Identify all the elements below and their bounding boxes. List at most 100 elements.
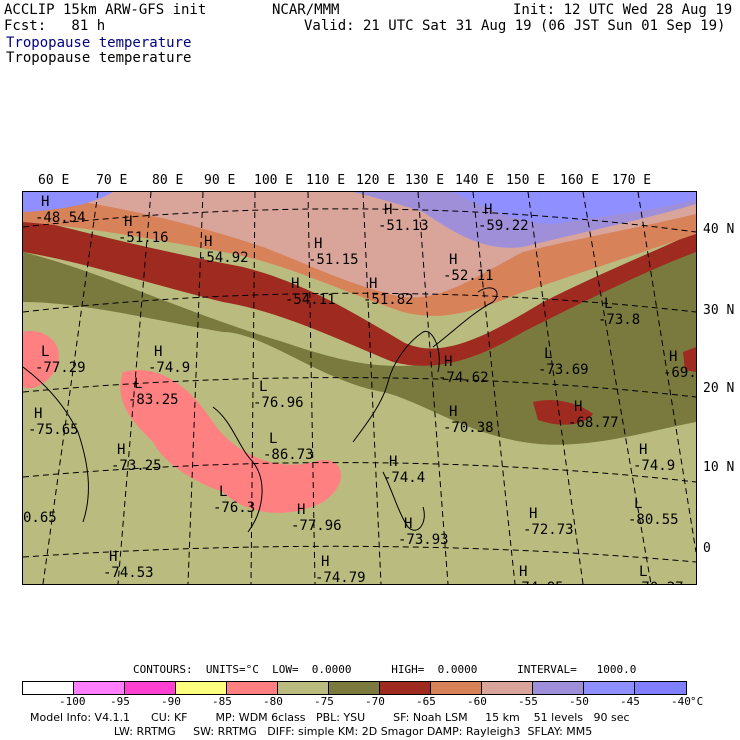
high-marker: H bbox=[574, 399, 582, 415]
latitude-label: 20 N bbox=[703, 381, 735, 396]
high-marker: H bbox=[449, 404, 457, 420]
low-marker: L bbox=[634, 496, 642, 512]
fill-minus65 bbox=[23, 217, 696, 366]
temperature-value: -77.96 bbox=[291, 518, 342, 534]
fill-minus80-indochina bbox=[120, 370, 342, 513]
high-marker: H bbox=[297, 502, 305, 518]
temperature-value: -59.22 bbox=[478, 218, 529, 234]
high-marker: H bbox=[529, 506, 537, 522]
temperature-value: -74.4 bbox=[383, 470, 425, 486]
temperature-value: -54.11 bbox=[285, 292, 336, 308]
low-marker: L bbox=[544, 346, 552, 362]
field-title-2: Tropopause temperature bbox=[6, 50, 192, 66]
legend-tick-label: -85 bbox=[212, 695, 232, 708]
high-marker: H bbox=[41, 194, 49, 210]
temperature-value: -74.53 bbox=[103, 565, 154, 581]
coastlines bbox=[23, 287, 498, 533]
low-marker: L bbox=[134, 376, 142, 392]
legend-swatch bbox=[125, 682, 176, 694]
high-marker: H bbox=[154, 344, 162, 360]
temperature-value: -74.62 bbox=[438, 370, 489, 386]
longitude-label: 70 E bbox=[96, 173, 128, 188]
low-marker: L bbox=[219, 484, 227, 500]
legend-swatch bbox=[74, 682, 125, 694]
legend-unit: °C bbox=[690, 695, 704, 708]
center-label: NCAR/MMM bbox=[272, 2, 340, 18]
high-marker: H bbox=[204, 234, 212, 250]
temperature-value: -70.27 bbox=[633, 580, 684, 584]
fill-minus70 bbox=[23, 242, 696, 445]
high-marker: H bbox=[291, 276, 299, 292]
high-marker: H bbox=[109, 549, 117, 565]
temperature-value: -51.13 bbox=[378, 218, 429, 234]
latitude-label: 10 N bbox=[703, 460, 735, 475]
legend-tick-label: -70 bbox=[365, 695, 385, 708]
longitude-label: 160 E bbox=[560, 173, 600, 188]
longitude-label: 100 E bbox=[254, 173, 294, 188]
high-marker: H bbox=[314, 236, 322, 252]
field-title-1: Tropopause temperature bbox=[6, 35, 192, 51]
legend-tick-label: -95 bbox=[110, 695, 130, 708]
latitude-label: 40 N bbox=[703, 222, 735, 237]
temperature-value: -75.65 bbox=[28, 422, 79, 438]
legend-swatch bbox=[176, 682, 227, 694]
longitude-label: 90 E bbox=[204, 173, 236, 188]
legend-swatch bbox=[431, 682, 482, 694]
latitude-label: 0 bbox=[703, 541, 711, 556]
fill-minus65-pacific bbox=[533, 400, 593, 425]
temperature-value: -80.55 bbox=[628, 512, 679, 528]
high-marker: H bbox=[404, 516, 412, 532]
legend-tick-label: -80 bbox=[263, 695, 283, 708]
high-marker: H bbox=[117, 442, 125, 458]
legend-tick-label: -40 bbox=[671, 695, 691, 708]
temperature-value: -72.73 bbox=[523, 522, 574, 538]
low-marker: L bbox=[259, 379, 267, 395]
temperature-value: -51.82 bbox=[363, 292, 414, 308]
graticule bbox=[23, 192, 696, 584]
temperature-value: -48.54 bbox=[35, 210, 86, 226]
temperature-value: -51.16 bbox=[118, 230, 169, 246]
low-marker: L bbox=[41, 344, 49, 360]
high-marker: H bbox=[124, 214, 132, 230]
legend-tick-label: -60 bbox=[467, 695, 487, 708]
forecast-hour: Fcst: 81 h bbox=[4, 18, 106, 34]
legend-swatch bbox=[278, 682, 329, 694]
init-time: Init: 12 UTC Wed 28 Aug 19 bbox=[513, 2, 733, 18]
temperature-value: -86.73 bbox=[263, 447, 314, 463]
temperature-value: -73.93 bbox=[398, 532, 449, 548]
temperature-value: -83.25 bbox=[128, 392, 179, 408]
temperature-value: -74.79 bbox=[315, 570, 366, 584]
temperature-value: -74.9 bbox=[633, 458, 675, 474]
temperature-value: -77.29 bbox=[35, 360, 86, 376]
temperature-value: -52.11 bbox=[443, 268, 494, 284]
fill-minus45-west bbox=[23, 192, 113, 212]
temperature-value: -74.9 bbox=[148, 360, 190, 376]
legend-tick-label: -90 bbox=[161, 695, 181, 708]
legend-swatch bbox=[533, 682, 584, 694]
temperature-value: -68.77 bbox=[568, 415, 619, 431]
legend-tick-label: -55 bbox=[518, 695, 538, 708]
longitude-label: 110 E bbox=[306, 173, 346, 188]
high-marker: H bbox=[519, 564, 527, 580]
temperature-value: -70.38 bbox=[443, 420, 494, 436]
temperature-value: -69. bbox=[663, 365, 696, 381]
longitude-label: 140 E bbox=[455, 173, 495, 188]
legend-swatch bbox=[380, 682, 431, 694]
legend-swatch bbox=[23, 682, 74, 694]
low-marker: L bbox=[269, 431, 277, 447]
temperature-value: -73.25 bbox=[111, 458, 162, 474]
high-marker: H bbox=[389, 454, 397, 470]
fill-minus65-east bbox=[683, 347, 696, 372]
temperature-value: -51.15 bbox=[308, 252, 359, 268]
high-marker: H bbox=[669, 349, 677, 365]
temperature-value: -74.85 bbox=[513, 580, 564, 584]
high-marker: H bbox=[384, 202, 392, 218]
legend-swatch bbox=[227, 682, 278, 694]
tropopause-temperature-map: H-48.54 H-51.16 H-54.92H-51.15H-51.13H-59.… bbox=[23, 192, 696, 584]
temperature-value: -54.92 bbox=[198, 250, 249, 266]
latitude-label: 30 N bbox=[703, 303, 735, 318]
color-legend bbox=[22, 681, 687, 695]
legend-swatch bbox=[482, 682, 533, 694]
low-marker: L bbox=[639, 564, 647, 580]
legend-swatch bbox=[584, 682, 635, 694]
